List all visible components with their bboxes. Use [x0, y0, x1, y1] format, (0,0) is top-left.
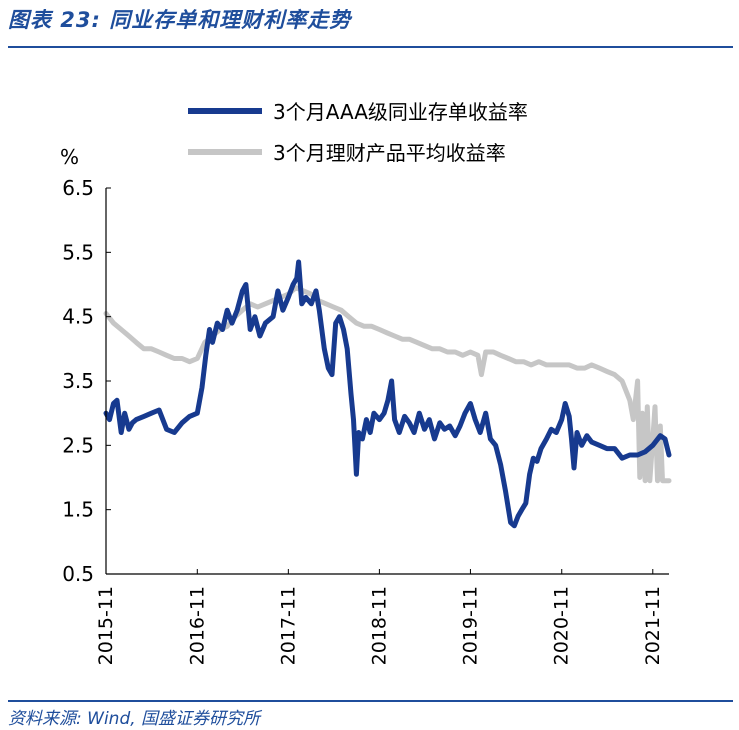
series-line-0 [103, 259, 672, 529]
source-note: 资料来源: Wind, 国盛证券研究所 [8, 709, 261, 729]
x-tick-label: 2016-11 [186, 586, 208, 665]
source-divider [8, 700, 733, 702]
y-tick-label: 1.5 [62, 498, 94, 522]
y-tick-label: 6.5 [62, 176, 94, 200]
legend-label-1: 3个月理财产品平均收益率 [273, 141, 506, 165]
figure-title: 图表 23: 同业存单和理财利率走势 [8, 8, 352, 32]
x-tick-label: 2018-11 [368, 586, 390, 665]
y-tick-label: 0.5 [62, 562, 94, 586]
y-tick-label: 5.5 [62, 240, 94, 264]
x-tick-label: 2020-11 [551, 586, 573, 665]
legend-label-0: 3个月AAA级同业存单收益率 [273, 100, 528, 124]
title-divider [8, 46, 733, 48]
chart-legend: 3个月AAA级同业存单收益率 3个月理财产品平均收益率 [188, 100, 528, 165]
x-tick-label: 2019-11 [459, 586, 481, 665]
x-tick-label: 2017-11 [277, 586, 299, 665]
y-axis-unit-label: % [60, 145, 79, 169]
x-tick-label: 2021-11 [642, 586, 664, 665]
x-tick-label: 2015-11 [95, 586, 117, 665]
y-tick-label: 4.5 [62, 305, 94, 329]
series-line-1 [103, 285, 672, 484]
y-tick-label: 2.5 [62, 433, 94, 457]
series-layer [103, 259, 672, 529]
y-tick-label: 3.5 [62, 369, 94, 393]
